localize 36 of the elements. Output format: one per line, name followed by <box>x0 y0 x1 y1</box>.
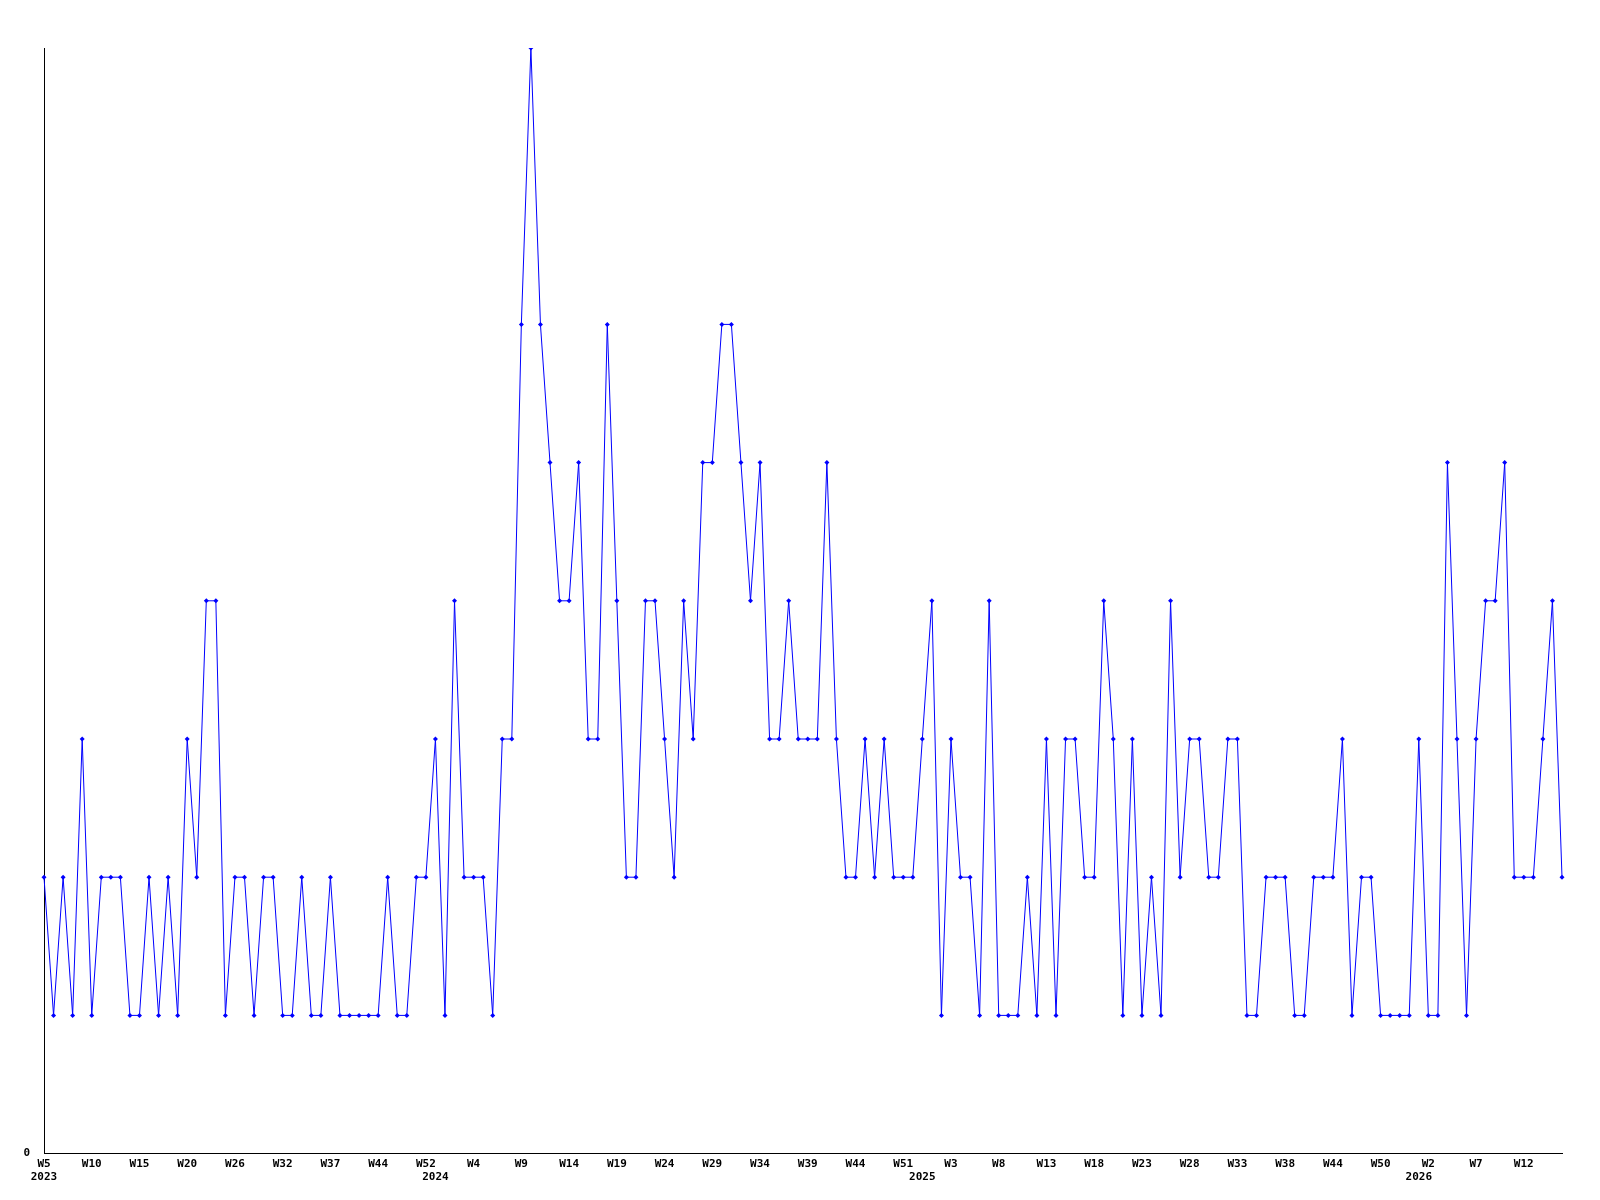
x-tick-label: W24 <box>654 1157 675 1171</box>
x-tick-label: W13 <box>1036 1157 1057 1171</box>
x-tick-label: W26 <box>225 1157 246 1171</box>
x-tick-label: W7 <box>1469 1157 1483 1171</box>
text: 0 <box>23 1146 30 1160</box>
x-tick-label: W5 2023 <box>30 1157 58 1184</box>
x-tick-label: W23 <box>1131 1157 1152 1171</box>
x-tick-label: W10 <box>81 1157 102 1171</box>
x-tick-label: W4 <box>467 1157 481 1171</box>
x-tick-label: W15 <box>129 1157 150 1171</box>
x-tick-label: W44 <box>1322 1157 1344 1171</box>
x-tick-label: W33 <box>1227 1157 1248 1171</box>
x-tick-label: W51 <box>893 1157 914 1171</box>
x-tick-label: W52 <box>415 1157 436 1171</box>
x-tick-label: W29 <box>702 1157 723 1171</box>
x-tick-label: W3 <box>944 1157 958 1171</box>
x-tick-label: W19 <box>606 1157 627 1171</box>
x-tick-label: W44 <box>368 1157 389 1171</box>
x-tick-label: W12 <box>1513 1157 1534 1171</box>
x-tick-label: W14 <box>559 1157 580 1171</box>
x-tick-label: W38 <box>1275 1157 1296 1171</box>
x-tick-label: W8 <box>992 1157 1006 1171</box>
x-tick-label: W50 <box>1370 1157 1391 1171</box>
x-tick-label: 2026 <box>1405 1170 1433 1184</box>
x-tick-label: W39 <box>797 1157 818 1171</box>
x-tick-label: W28 <box>1179 1157 1200 1171</box>
x-tick-label: 2025 <box>909 1170 936 1184</box>
x-tick-label: W9 <box>514 1157 528 1171</box>
x-tick-label: W37 <box>320 1157 341 1171</box>
x-tick-label: 2024 <box>422 1170 450 1184</box>
x-tick-label: W44 <box>845 1157 866 1171</box>
x-tick-label: W18 <box>1084 1157 1105 1171</box>
x-tick-label: W32 <box>272 1157 293 1171</box>
x-tick-label: W20 <box>177 1157 198 1171</box>
x-tick-label: W2 <box>1421 1157 1435 1171</box>
x-tick-label: W34 <box>750 1157 771 1171</box>
